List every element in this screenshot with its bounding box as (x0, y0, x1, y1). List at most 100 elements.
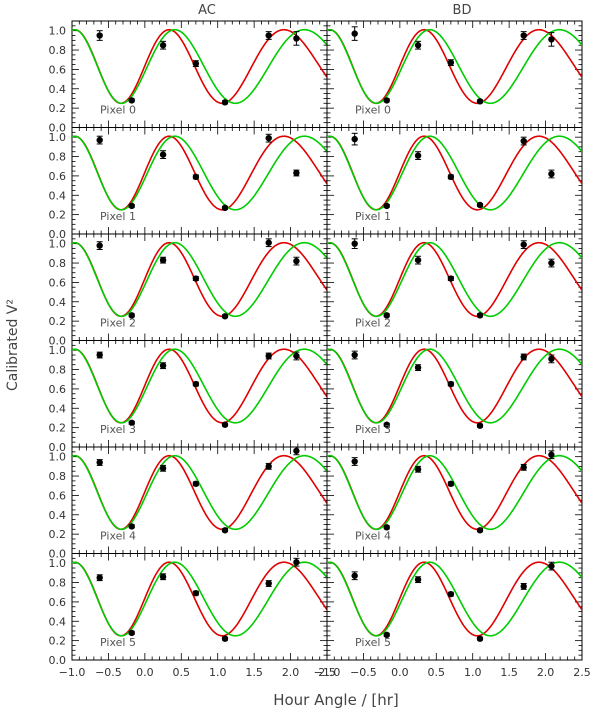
data-point (414, 256, 422, 264)
y-tick-label: 0.4 (49, 509, 67, 522)
green-model-curve (72, 241, 327, 318)
data-point (265, 32, 272, 39)
data-point (159, 465, 167, 472)
data-point (447, 380, 455, 388)
y-tick-label: 0.0 (49, 335, 67, 348)
data-point (265, 580, 272, 587)
y-tick-label: 0.2 (49, 635, 67, 648)
data-point (192, 380, 200, 388)
data-point (293, 352, 300, 360)
data-point (221, 421, 229, 428)
data-point (221, 99, 229, 106)
x-axis-title: Hour Angle / [hr] (273, 691, 399, 709)
panel-bd-pixel-3: Pixel 3 (326, 340, 583, 448)
data-point (520, 353, 527, 361)
data-point (548, 451, 555, 458)
data-point (192, 589, 200, 597)
x-tick-label: 1.5 (245, 666, 263, 679)
x-tick-label: 0.0 (136, 666, 154, 679)
data-point (351, 351, 358, 359)
pixel-label: Pixel 2 (100, 317, 136, 330)
data-point (159, 362, 167, 369)
x-tick-label: 1.0 (464, 666, 482, 679)
panel-ac-pixel-4: 0.0 0.2 0.4 0.6 0.8 1.0 Pixel 4 (49, 446, 328, 561)
data-point (520, 464, 527, 471)
data-point (128, 202, 135, 210)
x-tick-label: 0.5 (428, 666, 446, 679)
data-point (383, 97, 390, 104)
y-tick-label: 1.0 (49, 451, 67, 464)
y-tick-label: 0.4 (49, 83, 67, 96)
y-tick-label: 0.6 (49, 276, 67, 289)
x-tick-label: 0.0 (391, 666, 409, 679)
red-model-curve (327, 135, 582, 211)
red-model-curve (327, 28, 582, 105)
data-point (447, 480, 455, 487)
red-model-curve (72, 454, 327, 531)
green-model-curve (327, 135, 582, 211)
column-titles: AC BD (198, 3, 471, 18)
red-model-curve (327, 348, 582, 424)
green-model-curve (327, 28, 582, 105)
pixel-label: Pixel 3 (100, 423, 136, 436)
data-point (96, 351, 103, 359)
data-point (128, 312, 135, 319)
data-point (265, 134, 272, 142)
red-model-curve (327, 561, 582, 637)
data-point (265, 463, 272, 470)
data-point (520, 241, 527, 248)
red-model-curve (327, 454, 582, 531)
pixel-label: Pixel 1 (355, 210, 391, 223)
y-tick-label: 0.0 (49, 122, 67, 135)
x-tick-label: 2.0 (537, 666, 555, 679)
panel-bd-pixel-0: Pixel 0 (326, 20, 583, 128)
y-tick-label: 0.4 (49, 189, 67, 202)
red-model-curve (72, 28, 327, 105)
y-tick-label: 0.8 (49, 364, 67, 377)
data-point (447, 590, 455, 598)
y-tick-label: 1.0 (49, 344, 67, 357)
data-point (476, 422, 484, 429)
data-point (159, 42, 167, 49)
data-point (293, 169, 300, 177)
data-point (96, 242, 103, 249)
data-point (159, 151, 167, 158)
y-tick-label: 0.0 (49, 654, 67, 667)
green-model-curve (327, 454, 582, 531)
x-tick-label: 2.0 (282, 666, 300, 679)
data-point (476, 635, 484, 642)
y-tick-label: 0.0 (49, 548, 67, 561)
data-point (192, 275, 200, 282)
data-point (96, 32, 103, 39)
data-point (548, 170, 555, 178)
green-model-curve (72, 454, 327, 531)
y-tick-label: 0.6 (49, 383, 67, 396)
y-tick-label: 0.6 (49, 170, 67, 183)
data-point (520, 32, 527, 39)
y-tick-label: 0.2 (49, 422, 67, 435)
data-point (265, 239, 272, 246)
data-point (548, 36, 555, 43)
data-point (447, 59, 455, 66)
data-point (351, 240, 358, 247)
y-tick-label: 0.6 (49, 489, 67, 502)
y-tick-label: 0.4 (49, 615, 67, 628)
y-tick-label: 0.0 (49, 441, 67, 454)
green-model-curve (72, 348, 327, 424)
y-tick-label: 0.2 (49, 209, 67, 222)
x-tick-label: 1.5 (500, 666, 518, 679)
y-tick-label: 0.6 (49, 63, 67, 76)
data-point (351, 30, 358, 37)
data-point (414, 576, 422, 583)
x-tick-label: 2.5 (573, 666, 591, 679)
green-model-curve (327, 348, 582, 424)
data-point (96, 574, 103, 581)
x-tick-label: 0.5 (173, 666, 191, 679)
data-point (414, 364, 422, 371)
data-point (383, 524, 390, 531)
green-model-curve (327, 561, 582, 637)
data-point (351, 458, 358, 465)
data-point (159, 573, 167, 580)
